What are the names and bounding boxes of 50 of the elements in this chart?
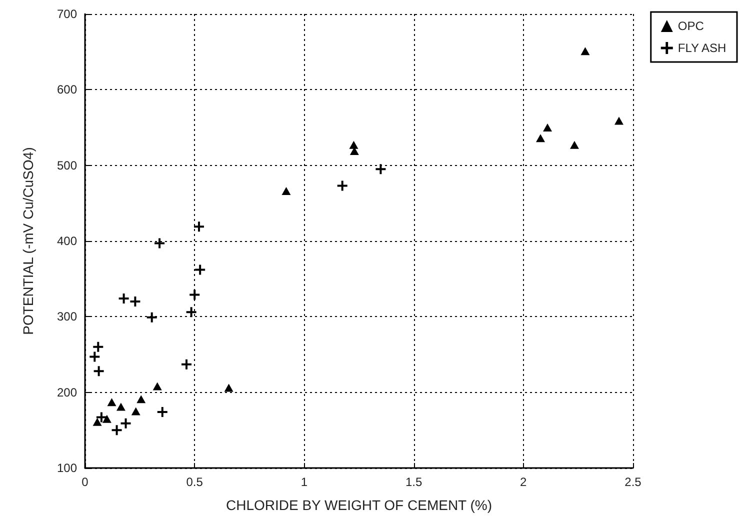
point bbox=[570, 140, 579, 149]
point bbox=[282, 187, 291, 196]
point bbox=[93, 342, 104, 352]
point bbox=[376, 164, 386, 174]
point bbox=[543, 124, 552, 132]
x-tick-label: 0 bbox=[82, 475, 89, 489]
point bbox=[112, 425, 122, 436]
point bbox=[536, 134, 545, 142]
y-tick-label: 300 bbox=[56, 310, 78, 324]
point bbox=[152, 382, 162, 390]
y-tick-label: 200 bbox=[56, 385, 78, 400]
y-tick-label: 100 bbox=[56, 461, 78, 475]
legend-label: FLY ASH bbox=[678, 41, 726, 55]
point bbox=[194, 222, 204, 232]
x-axis-title: CHLORIDE BY WEIGHT OF CEMENT (%) bbox=[226, 497, 492, 513]
legend-label: OPC bbox=[678, 19, 704, 33]
y-tick-label: 600 bbox=[56, 82, 78, 97]
y-tick-label: 700 bbox=[56, 7, 78, 21]
point bbox=[349, 140, 358, 149]
y-tick-label: 400 bbox=[56, 234, 78, 248]
x-tick-label: 2.5 bbox=[624, 475, 642, 489]
point bbox=[116, 402, 126, 411]
point bbox=[337, 180, 348, 191]
x-tick-label: 0.5 bbox=[186, 475, 204, 489]
point bbox=[96, 412, 106, 422]
point bbox=[195, 264, 206, 275]
point bbox=[190, 290, 200, 300]
point bbox=[181, 359, 192, 370]
point bbox=[92, 418, 102, 426]
point bbox=[154, 238, 165, 248]
point bbox=[107, 398, 116, 406]
point bbox=[146, 312, 157, 322]
point bbox=[94, 366, 104, 376]
x-tick-label: 2 bbox=[520, 475, 528, 489]
point bbox=[580, 47, 590, 56]
point bbox=[186, 307, 196, 318]
point bbox=[130, 296, 140, 307]
point bbox=[102, 414, 112, 423]
point bbox=[136, 395, 146, 404]
point bbox=[120, 418, 131, 428]
x-tick-label: 1 bbox=[300, 475, 308, 489]
point bbox=[157, 407, 168, 418]
point bbox=[614, 116, 624, 125]
x-tick-label: 1.5 bbox=[405, 475, 422, 489]
point bbox=[118, 294, 129, 304]
point bbox=[90, 352, 100, 362]
point bbox=[131, 407, 140, 416]
y-axis-title: POTENTIAL (-mV Cu/CuSO4) bbox=[20, 147, 36, 335]
y-tick-label: 500 bbox=[56, 158, 78, 172]
point bbox=[224, 384, 234, 392]
